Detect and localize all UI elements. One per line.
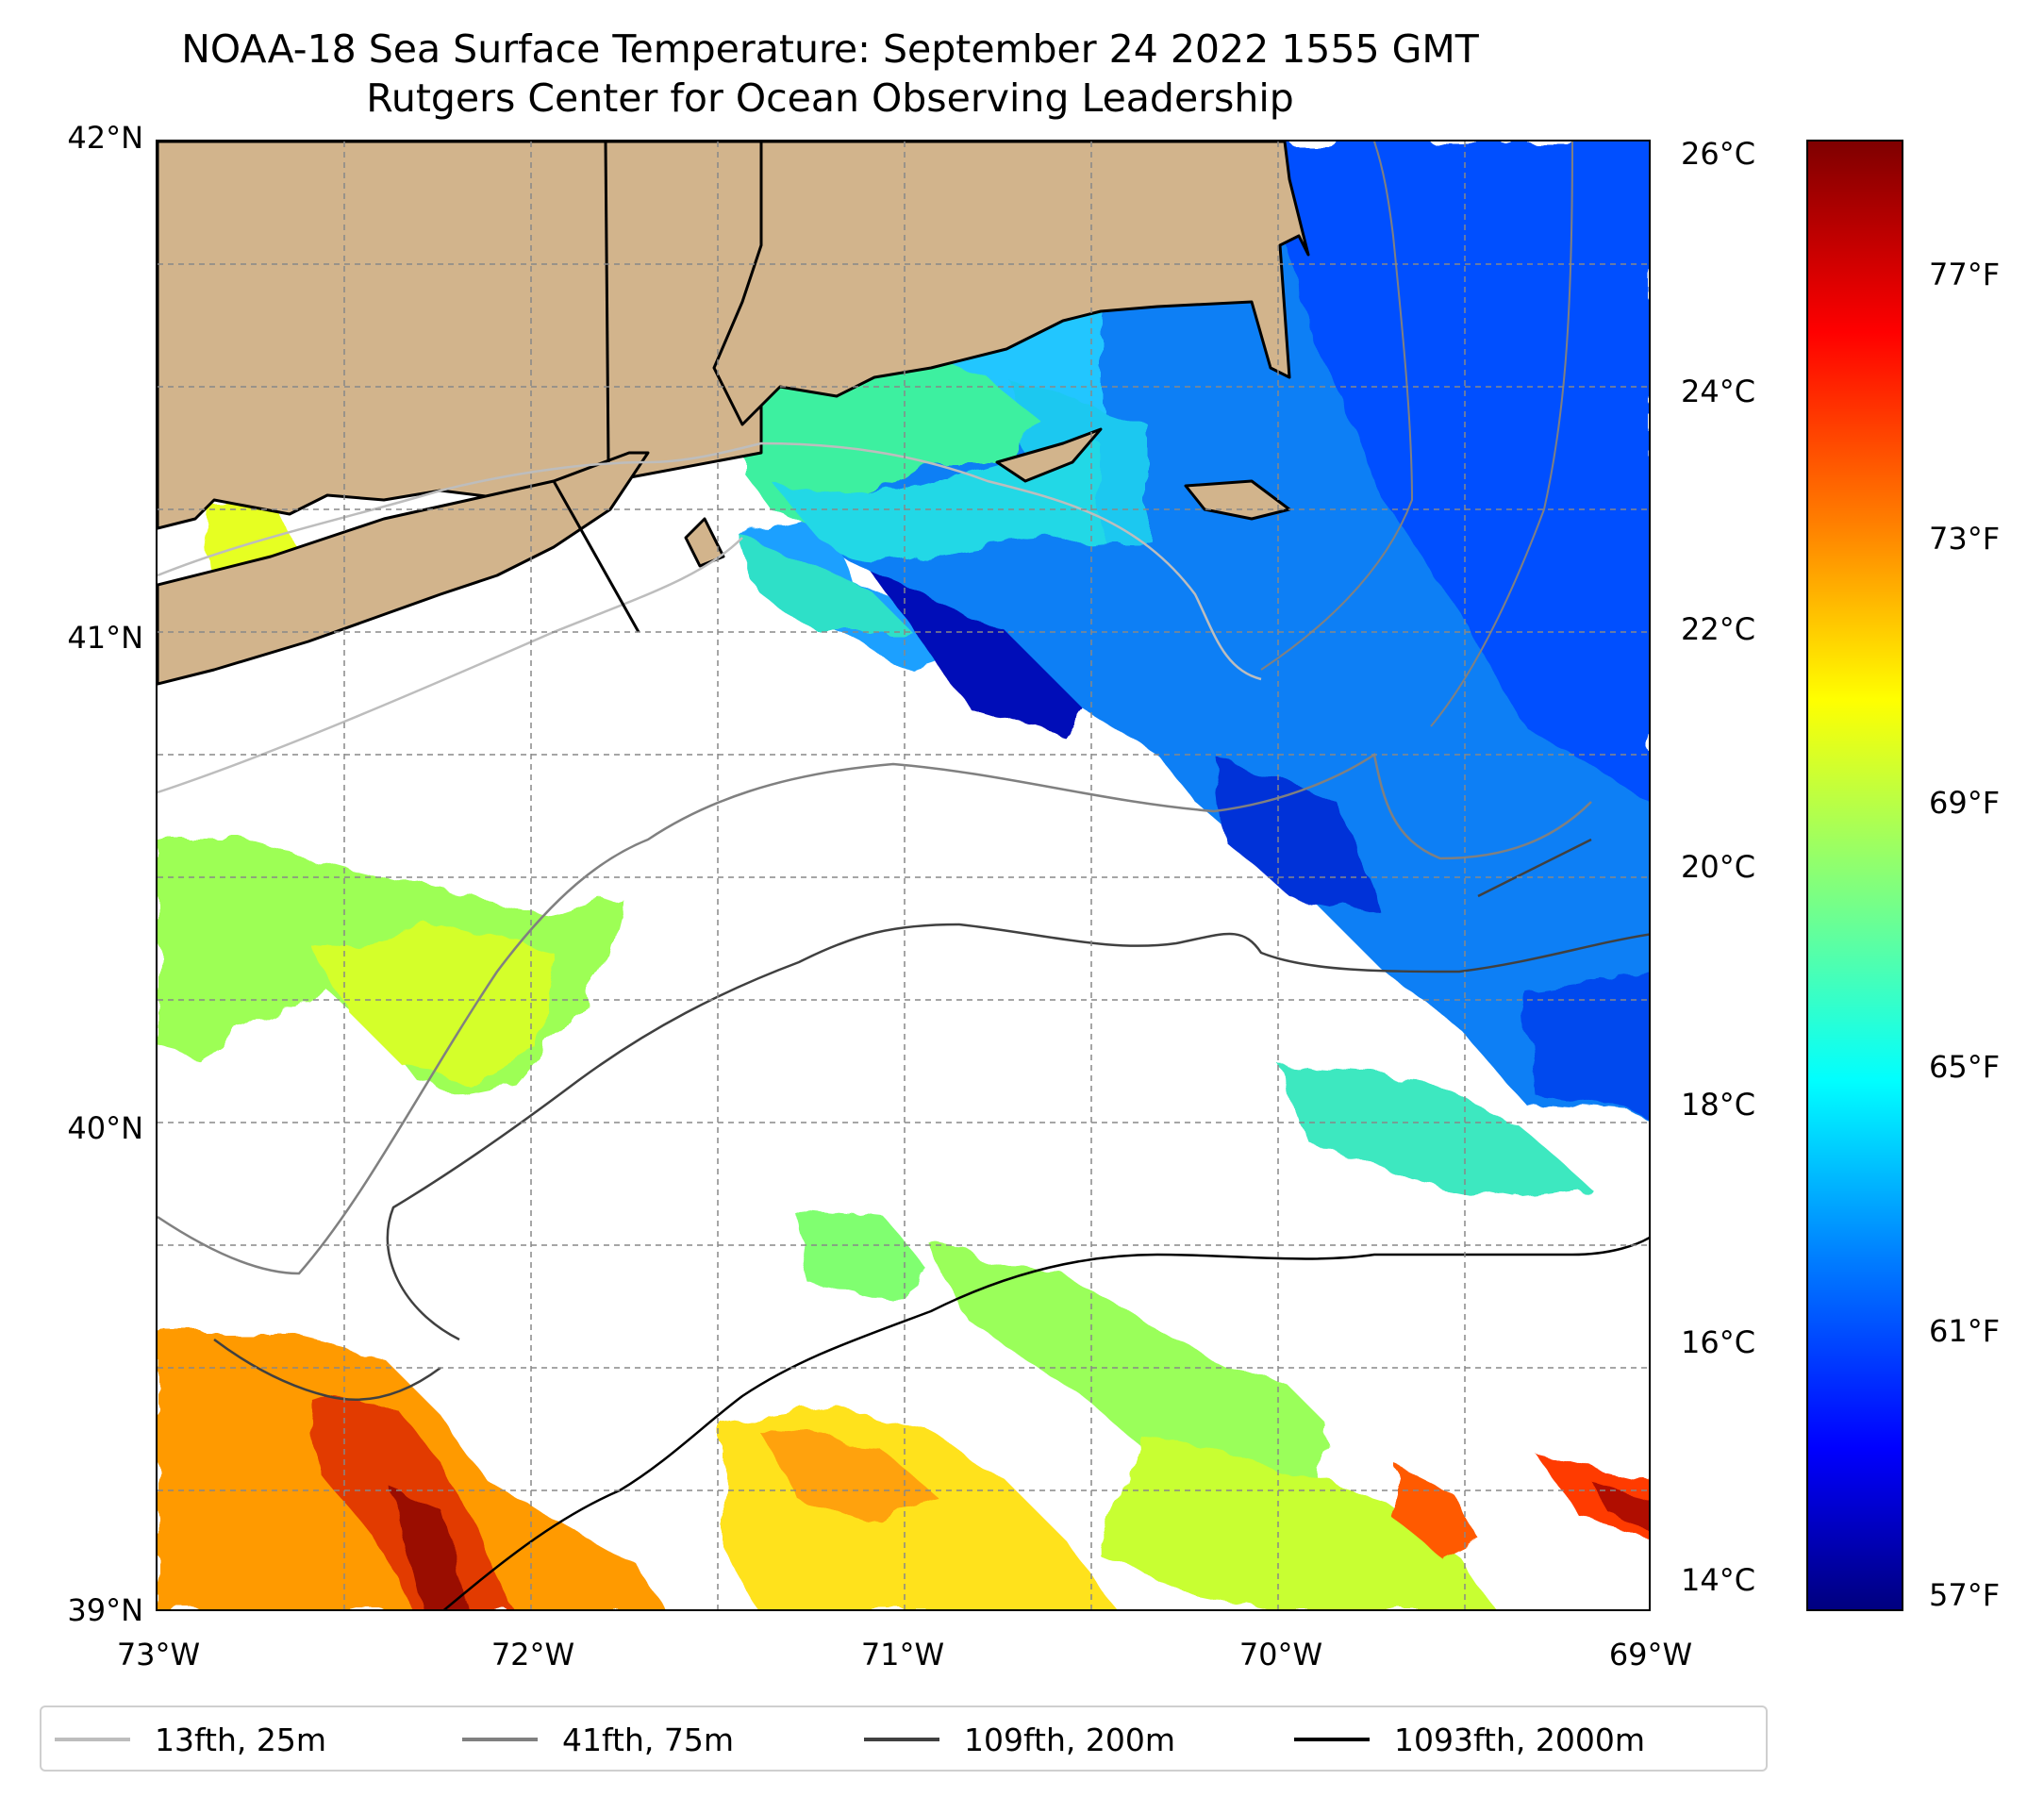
lon-tick-label: 71°W bbox=[860, 1637, 945, 1672]
colorbar-celsius-label: 24°C bbox=[1681, 374, 1756, 409]
land-marthas-vineyard bbox=[995, 427, 1103, 483]
colorbar-celsius-label: 14°C bbox=[1681, 1562, 1756, 1598]
land-block-island bbox=[684, 517, 725, 568]
legend-label: 41fth, 75m bbox=[562, 1721, 734, 1758]
isobath-200m bbox=[386, 923, 1649, 1341]
graticule bbox=[158, 141, 1649, 1609]
legend-line-swatch bbox=[1294, 1738, 1370, 1741]
lat-tick-label: 41°N bbox=[67, 620, 143, 656]
colorbar-celsius-label: 26°C bbox=[1681, 136, 1756, 172]
isobath-legend: 13fth, 25m 41fth, 75m 109fth, 200m 1093f… bbox=[40, 1705, 1768, 1772]
lon-tick-label: 70°W bbox=[1238, 1637, 1323, 1672]
land-connecticut bbox=[158, 141, 763, 530]
colorbar-fahrenheit-label: 65°F bbox=[1929, 1049, 2001, 1085]
chart-title: NOAA-18 Sea Surface Temperature: Septemb… bbox=[181, 26, 1479, 72]
legend-label: 13fth, 25m bbox=[155, 1721, 326, 1758]
lat-tick-label: 39°N bbox=[67, 1592, 143, 1628]
colorbar-celsius-label: 22°C bbox=[1681, 611, 1756, 647]
land bbox=[158, 141, 1310, 686]
chart-subtitle: Rutgers Center for Ocean Observing Leade… bbox=[366, 75, 1294, 121]
colorbar-fahrenheit-label: 77°F bbox=[1929, 257, 2001, 292]
legend-label: 109fth, 200m bbox=[964, 1721, 1175, 1758]
legend-line-swatch bbox=[55, 1738, 130, 1741]
sst-map[interactable] bbox=[156, 140, 1651, 1611]
lon-tick-label: 73°W bbox=[116, 1637, 201, 1672]
isobath-2000m bbox=[442, 1236, 1649, 1609]
map-canvas bbox=[158, 141, 1649, 1609]
isobaths bbox=[158, 141, 1649, 1609]
colorbar-fahrenheit-label: 57°F bbox=[1929, 1577, 2001, 1613]
lon-tick-label: 72°W bbox=[490, 1637, 575, 1672]
colorbar-fahrenheit-label: 61°F bbox=[1929, 1313, 2001, 1349]
lat-tick-label: 40°N bbox=[67, 1110, 143, 1146]
lon-tick-label: 69°W bbox=[1608, 1637, 1693, 1672]
isobath-25m bbox=[158, 441, 1262, 681]
colorbar bbox=[1806, 140, 1903, 1611]
legend-line-swatch bbox=[864, 1738, 939, 1741]
legend-item-25m: 13fth, 25m bbox=[55, 1721, 326, 1758]
colorbar-fahrenheit-label: 73°F bbox=[1929, 521, 2001, 557]
colorbar-fahrenheit-label: 69°F bbox=[1929, 785, 2001, 821]
land-massachusetts bbox=[712, 141, 1310, 426]
legend-label: 1093fth, 2000m bbox=[1394, 1721, 1645, 1758]
sst-warm-water bbox=[158, 1335, 1649, 1609]
land-nantucket bbox=[1184, 479, 1291, 521]
sst-yellowgreen-water bbox=[158, 500, 1495, 1609]
legend-line-swatch bbox=[462, 1738, 538, 1741]
lat-tick-label: 42°N bbox=[67, 120, 143, 156]
legend-item-200m: 109fth, 200m bbox=[864, 1721, 1175, 1758]
legend-item-2000m: 1093fth, 2000m bbox=[1294, 1721, 1645, 1758]
isobath-75m bbox=[158, 752, 1592, 1275]
colorbar-celsius-label: 18°C bbox=[1681, 1087, 1756, 1123]
colorbar-celsius-label: 20°C bbox=[1681, 849, 1756, 885]
land-long-island bbox=[158, 451, 650, 686]
legend-item-75m: 41fth, 75m bbox=[462, 1721, 734, 1758]
colorbar-celsius-label: 16°C bbox=[1681, 1324, 1756, 1360]
